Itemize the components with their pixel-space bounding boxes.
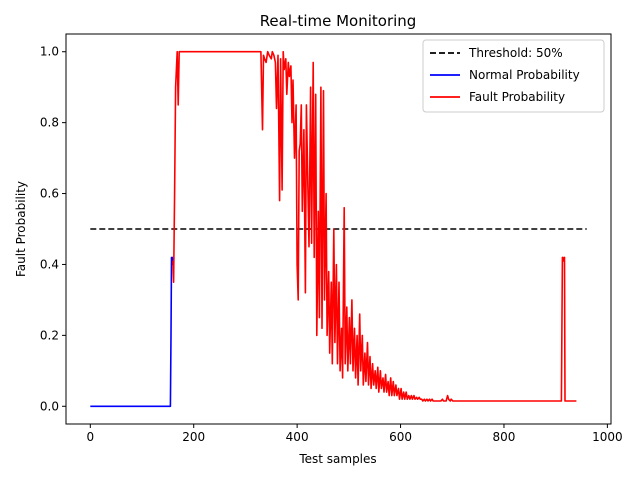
axes-frame <box>65 33 612 425</box>
y-axis-label: Fault Probability <box>14 181 28 277</box>
y-tick-label: 0.8 <box>40 116 59 130</box>
y-tick-label: 0.2 <box>40 328 59 342</box>
x-tick-label: 800 <box>493 430 516 444</box>
y-tick-label: 1.0 <box>40 45 59 59</box>
x-tick-label: 0 <box>86 430 94 444</box>
y-tick-label: 0.6 <box>40 187 59 201</box>
legend-box <box>422 39 605 113</box>
plot-series <box>90 50 587 408</box>
chart-title: Real-time Monitoring <box>260 12 417 30</box>
x-tick-label: 1000 <box>592 430 623 444</box>
x-tick-label: 600 <box>389 430 412 444</box>
legend-label-normal-probability: Normal Probability <box>469 68 580 82</box>
y-axis-ticks: 0.0 0.2 0.4 0.6 0.8 1.0 <box>40 45 66 413</box>
legend: Threshold: 50% Normal Probability Fault Pr… <box>422 39 605 113</box>
x-axis-ticks: 0 200 400 600 800 1000 <box>86 424 623 444</box>
y-tick-label: 0.0 <box>40 399 59 413</box>
legend-label-threshold-50: Threshold: 50% <box>468 46 563 60</box>
x-axis-label: Test samples <box>298 452 376 466</box>
series-line-fault-probability <box>172 50 577 402</box>
series-line-normal-probability <box>90 256 174 408</box>
legend-label-fault-probability: Fault Probability <box>469 90 565 104</box>
y-tick-label: 0.4 <box>40 257 59 271</box>
x-tick-label: 400 <box>286 430 309 444</box>
x-tick-label: 200 <box>182 430 205 444</box>
